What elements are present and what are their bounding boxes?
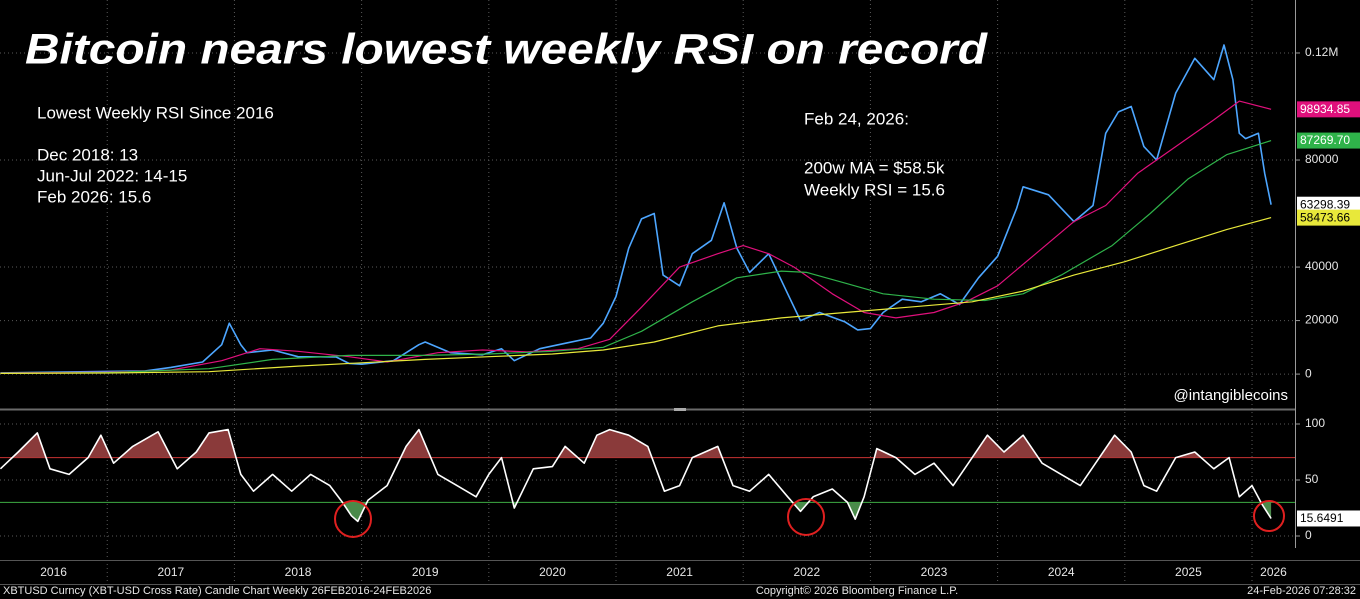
- rsi-low-circle: [334, 500, 372, 538]
- price-tag-label: 15.6491: [1300, 511, 1344, 525]
- annotation: Weekly RSI = 15.6: [804, 180, 945, 199]
- y-tick-label: 40000: [1305, 259, 1339, 273]
- x-tick-label: 2017: [157, 565, 184, 579]
- watermark: @intangiblecoins: [1174, 387, 1288, 404]
- x-tick-label: 2021: [666, 565, 693, 579]
- y-tick-label: 20000: [1305, 313, 1339, 327]
- series-line: [0, 100, 1272, 374]
- series-line: [0, 428, 1272, 523]
- series-line: [0, 140, 1272, 374]
- x-tick-label: 2025: [1175, 565, 1202, 579]
- price-tag: [1297, 101, 1360, 118]
- x-tick-label: 2020: [539, 565, 566, 579]
- y-tick-label: 0.12M: [1305, 45, 1338, 59]
- annotation: Feb 2026: 15.6: [37, 187, 151, 206]
- x-tick-label: 2023: [921, 565, 948, 579]
- chart-title: Bitcoin nears lowest weekly RSI on recor…: [25, 25, 988, 73]
- price-tag: [1297, 209, 1360, 226]
- y-tick-label: 0: [1305, 366, 1312, 380]
- annotation: Lowest Weekly RSI Since 2016: [37, 103, 274, 122]
- annotation: Jun-Jul 2022: 14-15: [37, 166, 187, 185]
- price-tag-label: 98934.85: [1300, 102, 1350, 116]
- footer-left: XBTUSD Curncy (XBT-USD Cross Rate) Candl…: [3, 585, 431, 597]
- overbought-fill: [12, 429, 1202, 458]
- annotation: Feb 24, 2026:: [804, 109, 909, 128]
- y-tick-label: 80000: [1305, 152, 1339, 166]
- footer-center: Copyright© 2026 Bloomberg Finance L.P.: [756, 585, 958, 597]
- x-tick-label: 2018: [285, 565, 312, 579]
- annotation: 200w MA = $58.5k: [804, 158, 945, 177]
- x-tick-label: 2024: [1048, 565, 1075, 579]
- annotation: Dec 2018: 13: [37, 145, 138, 164]
- footer-right: 24-Feb-2026 07:28:32: [1247, 585, 1356, 597]
- x-tick-label: 2022: [793, 565, 820, 579]
- price-tag: [1297, 196, 1360, 213]
- y-tick-label: 50: [1305, 472, 1319, 486]
- price-tag-label: 58473.66: [1300, 210, 1350, 224]
- x-tick-label: 2019: [412, 565, 439, 579]
- y-tick-label: 100: [1305, 416, 1325, 430]
- price-tag-label: 63298.39: [1300, 197, 1350, 211]
- x-tick-label: 2016: [40, 565, 67, 579]
- y-tick-label: 0: [1305, 528, 1312, 542]
- x-tick-label: 2026: [1260, 565, 1287, 579]
- price-tag: [1297, 132, 1360, 149]
- rsi-low-circle: [1253, 500, 1285, 532]
- price-tag: [1297, 510, 1360, 527]
- price-tag-label: 87269.70: [1300, 133, 1350, 147]
- rsi-low-circle: [787, 498, 825, 536]
- series-line: [0, 217, 1272, 374]
